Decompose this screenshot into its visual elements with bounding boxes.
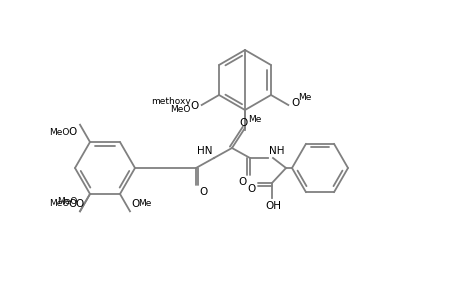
Text: MeO: MeO xyxy=(56,197,77,206)
Text: OH: OH xyxy=(264,201,280,211)
Text: O: O xyxy=(190,101,198,111)
Text: MeO: MeO xyxy=(50,128,70,137)
Text: O: O xyxy=(238,177,246,187)
Text: O: O xyxy=(68,127,77,137)
Text: Me: Me xyxy=(297,92,311,101)
Text: HN: HN xyxy=(197,146,213,156)
Text: Me: Me xyxy=(138,199,151,208)
Text: NH: NH xyxy=(269,146,284,156)
Text: methoxy: methoxy xyxy=(151,97,190,106)
Text: O: O xyxy=(131,199,139,209)
Text: Me: Me xyxy=(247,116,261,124)
Text: O: O xyxy=(239,118,247,128)
Text: MeO: MeO xyxy=(50,199,70,208)
Text: O: O xyxy=(199,187,207,197)
Text: O: O xyxy=(68,199,77,209)
Text: O: O xyxy=(247,184,256,194)
Text: MeO: MeO xyxy=(170,106,190,115)
Text: O: O xyxy=(291,98,299,108)
Text: O: O xyxy=(75,199,83,209)
